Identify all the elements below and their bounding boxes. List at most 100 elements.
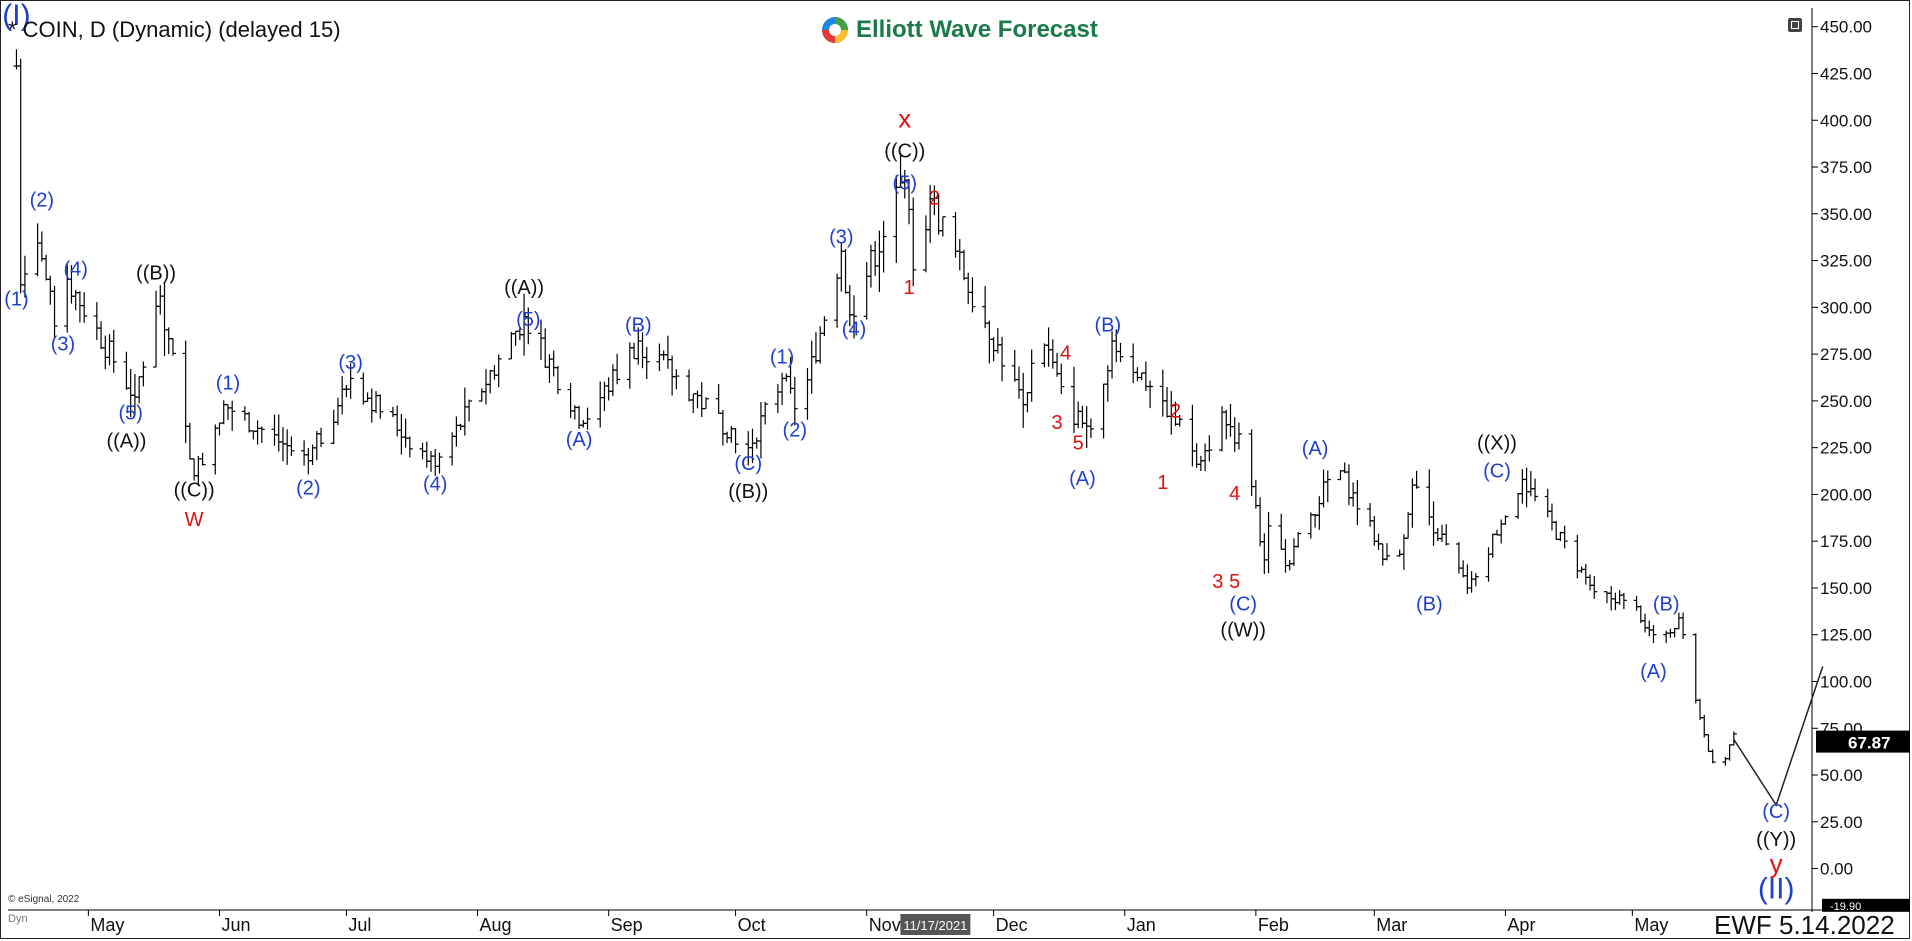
ohlc-bar — [614, 353, 621, 385]
ohlc-bar — [791, 376, 798, 426]
ohlc-bar — [275, 414, 282, 452]
ohlc-bar — [1438, 524, 1445, 543]
ohlc-bar — [102, 335, 109, 370]
ohlc-bar — [1561, 525, 1568, 549]
ohlc-bar — [1202, 443, 1209, 472]
ohlc-bar — [1028, 349, 1035, 402]
wave-label: (B) — [625, 315, 652, 337]
ohlc-bar — [453, 416, 460, 447]
month-label: Sep — [611, 915, 643, 935]
ohlc-bar — [1527, 470, 1534, 497]
last-price-label: 67.87 — [1848, 734, 1891, 753]
ohlc-bar — [1020, 372, 1027, 428]
wave-label: (2) — [296, 477, 320, 499]
ohlc-bar — [76, 291, 83, 323]
time-axis[interactable]: May Jun Jul Aug Sep Oct Nov Dec Jan Feb Mar Apr May 1… — [87, 910, 1668, 935]
price-tick-label: 25.00 — [1820, 813, 1863, 832]
ohlc-bar — [169, 338, 176, 356]
ohlc-bar — [808, 340, 815, 394]
wave-label: ((C)) — [174, 479, 215, 501]
ohlc-bar — [1070, 366, 1077, 433]
ohlc-bar — [98, 321, 105, 350]
wave-label: ((A)) — [504, 277, 544, 299]
ohlc-bar — [1443, 524, 1450, 546]
price-tick-label: 300.00 — [1820, 298, 1872, 317]
price-tick-label: 425.00 — [1820, 64, 1872, 83]
wave-label: (A) — [1640, 661, 1667, 683]
ewf-date-stamp: EWF 5.14.2022 — [1714, 910, 1895, 940]
ohlc-bar — [461, 387, 468, 436]
ohlc-bar — [216, 422, 223, 436]
wave-label: ((W)) — [1220, 620, 1266, 642]
ohlc-bar — [288, 436, 295, 457]
cursor-date-label: 11/17/2021 — [903, 918, 967, 933]
ohlc-bar — [994, 328, 1001, 354]
wave-label: ((C)) — [884, 141, 925, 163]
ohlc-bar — [1197, 455, 1204, 472]
ohlc-bar — [182, 340, 189, 444]
ohlc-bar — [1379, 543, 1386, 566]
ohlc-bar — [1024, 391, 1031, 413]
ohlc-bar — [1692, 633, 1699, 704]
month-label: May — [90, 915, 124, 935]
ohlc-bar — [153, 290, 160, 368]
ohlc-bar — [1455, 542, 1462, 574]
price-tick-label: 125.00 — [1820, 626, 1872, 645]
price-tick-label: 200.00 — [1820, 485, 1872, 504]
ohlc-bar — [838, 243, 845, 292]
ohlc-bar — [1396, 549, 1403, 557]
ohlc-bar — [851, 295, 858, 339]
projection-line — [1733, 666, 1824, 807]
ohlc-bar — [664, 335, 671, 369]
ohlc-bar — [804, 367, 811, 420]
ohlc-bar — [1367, 503, 1374, 527]
brand-header: Elliott Wave Forecast — [820, 15, 1098, 45]
ohlc-bar — [1083, 406, 1090, 449]
ohlc-bar — [1227, 403, 1234, 437]
price-tick-label: 0.00 — [1820, 860, 1853, 879]
ohlc-bar — [1532, 478, 1539, 502]
ohlc-bar — [394, 405, 401, 437]
ohlc-bar — [779, 372, 786, 405]
wave-label: 2 — [1170, 401, 1181, 423]
wave-label: (1) — [216, 373, 240, 395]
ohlc-bar — [969, 277, 976, 313]
ohlc-bar — [398, 413, 405, 455]
ohlc-bar — [821, 316, 828, 337]
ohlc-bar — [246, 411, 253, 433]
price-axis[interactable]: 0.0025.0050.0075.00100.00125.00150.00175… — [1812, 18, 1910, 913]
ohlc-bar — [1100, 383, 1107, 439]
restore-window-icon[interactable] — [1788, 18, 1802, 32]
ohlc-bar — [1405, 512, 1412, 539]
wave-label: (1) — [4, 288, 28, 310]
ohlc-bar — [360, 372, 367, 405]
wave-label: (II) — [1758, 873, 1795, 906]
ohlc-bar — [186, 422, 193, 460]
ohlc-bar — [1286, 560, 1293, 571]
ohlc-bar — [842, 249, 849, 294]
wave-label: (4) — [842, 318, 866, 340]
ohlc-bar — [229, 400, 236, 431]
ohlc-bar — [812, 332, 819, 364]
wave-label: 3 — [1212, 571, 1223, 593]
ohlc-bar — [334, 397, 341, 426]
wave-label: (3) — [51, 333, 75, 355]
ohlc-bar — [643, 346, 650, 380]
ohlc-bar — [110, 329, 117, 373]
ohlc-bar — [1219, 406, 1226, 452]
ohlc-bar — [199, 452, 206, 466]
ohlc-bar — [482, 369, 489, 405]
wave-label: (2) — [783, 419, 807, 441]
price-tick-label: 175.00 — [1820, 532, 1872, 551]
ohlc-bar — [81, 292, 88, 323]
price-bars — [13, 49, 1737, 766]
ohlc-bar — [220, 400, 227, 425]
month-label: Jan — [1127, 915, 1156, 935]
ohlc-bar — [93, 302, 100, 341]
wave-label: (C) — [1229, 593, 1257, 615]
ohlc-bar — [389, 406, 396, 418]
price-tick-label: 325.00 — [1820, 252, 1872, 271]
ohlc-bar — [1290, 538, 1297, 566]
wave-label: (5) — [516, 309, 540, 331]
